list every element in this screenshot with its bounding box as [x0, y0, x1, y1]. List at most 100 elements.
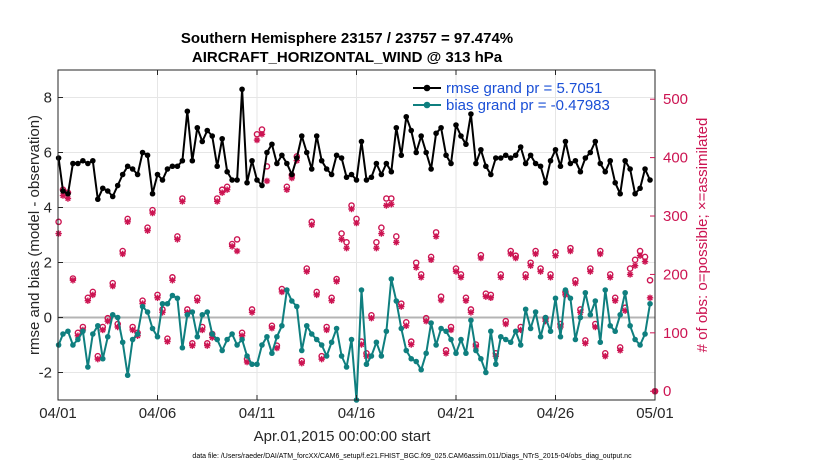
rmse-point — [532, 160, 539, 167]
rmse-point — [408, 127, 415, 134]
bias-point — [348, 336, 355, 343]
bias-point — [343, 364, 350, 370]
obs-assimilated-point — [174, 236, 181, 243]
rmse-point — [413, 149, 420, 156]
obs-assimilated-point — [552, 252, 559, 259]
legend-rmse-label: rmse grand pr = 5.7051 — [446, 80, 602, 97]
obs-assimilated-point — [527, 262, 534, 269]
rmse-point — [438, 124, 444, 131]
bias-point — [209, 331, 216, 337]
obs-assimilated-point — [144, 227, 151, 234]
rmse-point — [169, 163, 176, 170]
rmse-point — [279, 152, 285, 159]
bias-point — [517, 342, 524, 348]
bias-point — [323, 353, 330, 359]
obs-assimilated-point — [567, 247, 574, 255]
obs-assimilated-point — [348, 205, 355, 213]
rmse-point — [139, 149, 146, 156]
bias-point — [383, 328, 390, 335]
obs-assimilated-point — [393, 239, 400, 246]
bias-point — [423, 350, 429, 357]
rmse-point — [224, 168, 230, 175]
rmse-point — [70, 160, 76, 167]
x-axis-ticks: 04/01 04/06 04/11 04/16 04/21 04/26 05/01 — [39, 70, 674, 422]
rmse-point — [194, 124, 201, 131]
obs-assimilated-point — [452, 268, 460, 275]
bias-point — [219, 347, 225, 354]
rmse-point — [308, 166, 315, 172]
rmse-point — [607, 157, 614, 164]
rmse-point — [119, 171, 126, 178]
rmse-point — [95, 196, 101, 203]
bias-point — [408, 355, 415, 362]
bias-point — [308, 331, 315, 337]
bias-point — [512, 328, 519, 335]
bias-point — [617, 311, 623, 318]
obs-assimilated-point — [457, 274, 465, 281]
bias-point — [289, 298, 295, 304]
bias-point — [488, 328, 494, 335]
bias-point — [214, 336, 220, 343]
obs-assimilated-point — [636, 252, 644, 259]
rmse-point — [373, 160, 380, 167]
obs-assimilated-point — [577, 309, 584, 316]
bias-point — [55, 342, 62, 348]
bias-point — [164, 300, 171, 307]
obs-possible-point — [55, 218, 62, 226]
obs-assimilated-point — [587, 268, 594, 275]
rmse-point — [244, 179, 250, 186]
obs-assimilated-point — [94, 355, 101, 363]
obs-assimilated-point — [323, 326, 330, 334]
obs-assimilated-point — [74, 332, 82, 339]
rmse-point — [612, 179, 618, 186]
obs-assimilated-point — [114, 323, 121, 331]
rmse-point — [537, 163, 544, 170]
obs-assimilated-point — [612, 297, 619, 304]
bias-point — [85, 364, 91, 370]
rmse-point — [473, 160, 479, 167]
rmse-point — [109, 193, 116, 200]
bias-point — [328, 339, 335, 346]
rmse-point — [353, 177, 360, 183]
rmse-point — [209, 133, 216, 139]
bias-point — [562, 287, 569, 293]
bias-point — [184, 311, 191, 318]
obs-assimilated-point — [403, 322, 410, 330]
bias-point — [298, 347, 305, 354]
obs-assimilated-point — [209, 334, 216, 341]
rmse-point — [343, 174, 350, 181]
bias-point — [264, 333, 270, 340]
bias-point — [274, 333, 280, 340]
bias-point — [99, 355, 106, 362]
rmse-point — [527, 152, 534, 159]
obs-assimilated-point — [119, 250, 126, 258]
rmse-point — [562, 138, 569, 145]
bias-point — [388, 276, 395, 282]
bias-point — [443, 328, 449, 335]
obs-assimilated-point — [616, 347, 624, 354]
y-axis-right-label: # of obs: o=possible; ×=assimilated — [694, 118, 711, 353]
obs-assimilated-point — [139, 300, 146, 307]
rmse-point — [453, 122, 459, 128]
obs-assimilated-point — [338, 236, 345, 243]
obs-assimilated-point — [298, 360, 305, 367]
obs-assimilated-point — [313, 291, 320, 299]
rmse-point — [229, 177, 235, 183]
x-tick-label: 04/16 — [338, 405, 376, 422]
rmse-point — [80, 157, 86, 164]
rmse-point — [478, 146, 484, 153]
obs-assimilated-point — [124, 218, 131, 226]
rmse-point — [298, 133, 305, 139]
rmse-point — [189, 157, 196, 164]
obs-assimilated-point — [273, 344, 281, 352]
rmse-point — [388, 168, 395, 175]
y-left-tick-label: 4 — [44, 200, 52, 217]
bias-point — [224, 336, 230, 343]
bias-point — [572, 336, 579, 343]
obs-assimilated-point — [487, 294, 495, 301]
obs-possible-point — [373, 239, 380, 246]
bias-point — [75, 336, 81, 343]
bias-point — [284, 287, 290, 293]
bias-point — [398, 325, 405, 332]
